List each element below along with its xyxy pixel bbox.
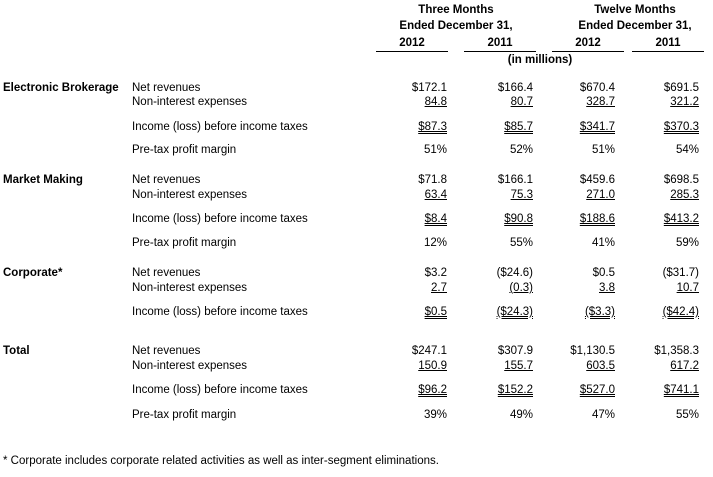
table-cell: 47% <box>591 409 615 421</box>
year-header-col3: 2012 <box>575 37 601 49</box>
table-cell: 12% <box>423 237 447 249</box>
row-label: Non-interest expenses <box>132 189 248 201</box>
year-rule-col3 <box>552 51 624 52</box>
table-cell: ($3.3) <box>584 306 615 318</box>
table-cell: 52% <box>509 144 533 156</box>
table-cell: 3.8 <box>599 282 615 294</box>
row-label: Non-interest expenses <box>132 96 248 108</box>
table-cell: $0.5 <box>424 306 447 318</box>
table-cell: $413.2 <box>663 213 699 225</box>
table-cell: $670.4 <box>579 82 615 94</box>
table-cell: 51% <box>423 144 447 156</box>
table-cell: $1,130.5 <box>570 345 615 357</box>
table-cell: 41% <box>591 237 615 249</box>
year-rule-col1 <box>376 51 448 52</box>
year-rule-col4 <box>632 51 704 52</box>
table-cell: 49% <box>509 409 533 421</box>
table-cell: $188.6 <box>579 213 615 225</box>
year-header-col2: 2011 <box>487 37 513 49</box>
table-cell: 10.7 <box>676 282 699 294</box>
table-cell: $96.2 <box>418 384 447 396</box>
table-cell: 617.2 <box>670 360 699 372</box>
table-cell: 55% <box>675 409 699 421</box>
units-label: (in millions) <box>507 54 573 66</box>
table-cell: 285.3 <box>670 189 699 201</box>
table-cell: ($24.3) <box>496 306 533 318</box>
table-cell: ($31.7) <box>662 267 699 279</box>
table-cell: $166.4 <box>497 82 533 94</box>
row-label: Income (loss) before income taxes <box>132 213 308 225</box>
table-cell: $8.4 <box>424 213 447 225</box>
table-cell: 75.3 <box>510 189 533 201</box>
year-header-col4: 2011 <box>655 37 681 49</box>
row-label: Net revenues <box>132 267 201 279</box>
table-cell: 84.8 <box>424 96 447 108</box>
row-label: Income (loss) before income taxes <box>132 306 308 318</box>
table-cell: 321.2 <box>670 96 699 108</box>
year-header-col1: 2012 <box>399 37 425 49</box>
table-cell: $90.8 <box>504 213 533 225</box>
table-cell: 155.7 <box>504 360 533 372</box>
row-label: Non-interest expenses <box>132 282 248 294</box>
row-label: Pre-tax profit margin <box>132 409 237 421</box>
table-cell: $370.3 <box>663 121 699 133</box>
twelve-months-header-line2: Ended December 31, <box>578 20 692 32</box>
table-cell: $0.5 <box>592 267 615 279</box>
table-cell: 59% <box>675 237 699 249</box>
table-cell: ($24.6) <box>496 267 533 279</box>
table-cell: 55% <box>509 237 533 249</box>
table-cell: $85.7 <box>504 121 533 133</box>
table-cell: $1,358.3 <box>654 345 699 357</box>
table-cell: $166.1 <box>497 174 533 186</box>
table-cell: $527.0 <box>579 384 615 396</box>
row-label: Net revenues <box>132 82 201 94</box>
table-cell: 271.0 <box>586 189 615 201</box>
three-months-header-line1: Three Months <box>418 4 494 16</box>
table-cell: $698.5 <box>663 174 699 186</box>
table-cell: 328.7 <box>586 96 615 108</box>
segment-name-electronic-brokerage: Electronic Brokerage <box>3 82 119 94</box>
table-cell: $3.2 <box>424 267 447 279</box>
table-cell: 39% <box>423 409 447 421</box>
segment-name-corporate: Corporate* <box>3 267 63 279</box>
table-cell: 63.4 <box>424 189 447 201</box>
row-label: Pre-tax profit margin <box>132 144 237 156</box>
table-cell: $247.1 <box>411 345 447 357</box>
segment-name-total: Total <box>3 345 30 357</box>
year-rule-col2 <box>464 51 536 52</box>
table-cell: 603.5 <box>586 360 615 372</box>
table-cell: $152.2 <box>497 384 533 396</box>
table-cell: $741.1 <box>663 384 699 396</box>
table-cell: (0.3) <box>509 282 533 294</box>
table-cell: $691.5 <box>663 82 699 94</box>
row-label: Net revenues <box>132 174 201 186</box>
table-cell: $172.1 <box>411 82 447 94</box>
footnote: * Corporate includes corporate related a… <box>3 455 439 467</box>
table-cell: ($42.4) <box>662 306 699 318</box>
table-cell: $87.3 <box>418 121 447 133</box>
table-cell: $71.8 <box>418 174 447 186</box>
segment-name-market-making: Market Making <box>3 174 83 186</box>
table-cell: 150.9 <box>418 360 447 372</box>
three-months-header-line2: Ended December 31, <box>399 20 513 32</box>
table-cell: $459.6 <box>579 174 615 186</box>
twelve-months-header-line1: Twelve Months <box>594 4 676 16</box>
table-cell: $307.9 <box>497 345 533 357</box>
row-label: Income (loss) before income taxes <box>132 121 308 133</box>
table-cell: 54% <box>675 144 699 156</box>
row-label: Net revenues <box>132 345 201 357</box>
row-label: Pre-tax profit margin <box>132 237 237 249</box>
row-label: Non-interest expenses <box>132 360 248 372</box>
table-cell: 80.7 <box>510 96 533 108</box>
row-label: Income (loss) before income taxes <box>132 384 308 396</box>
table-cell: 2.7 <box>431 282 447 294</box>
table-cell: $341.7 <box>579 121 615 133</box>
table-cell: 51% <box>591 144 615 156</box>
